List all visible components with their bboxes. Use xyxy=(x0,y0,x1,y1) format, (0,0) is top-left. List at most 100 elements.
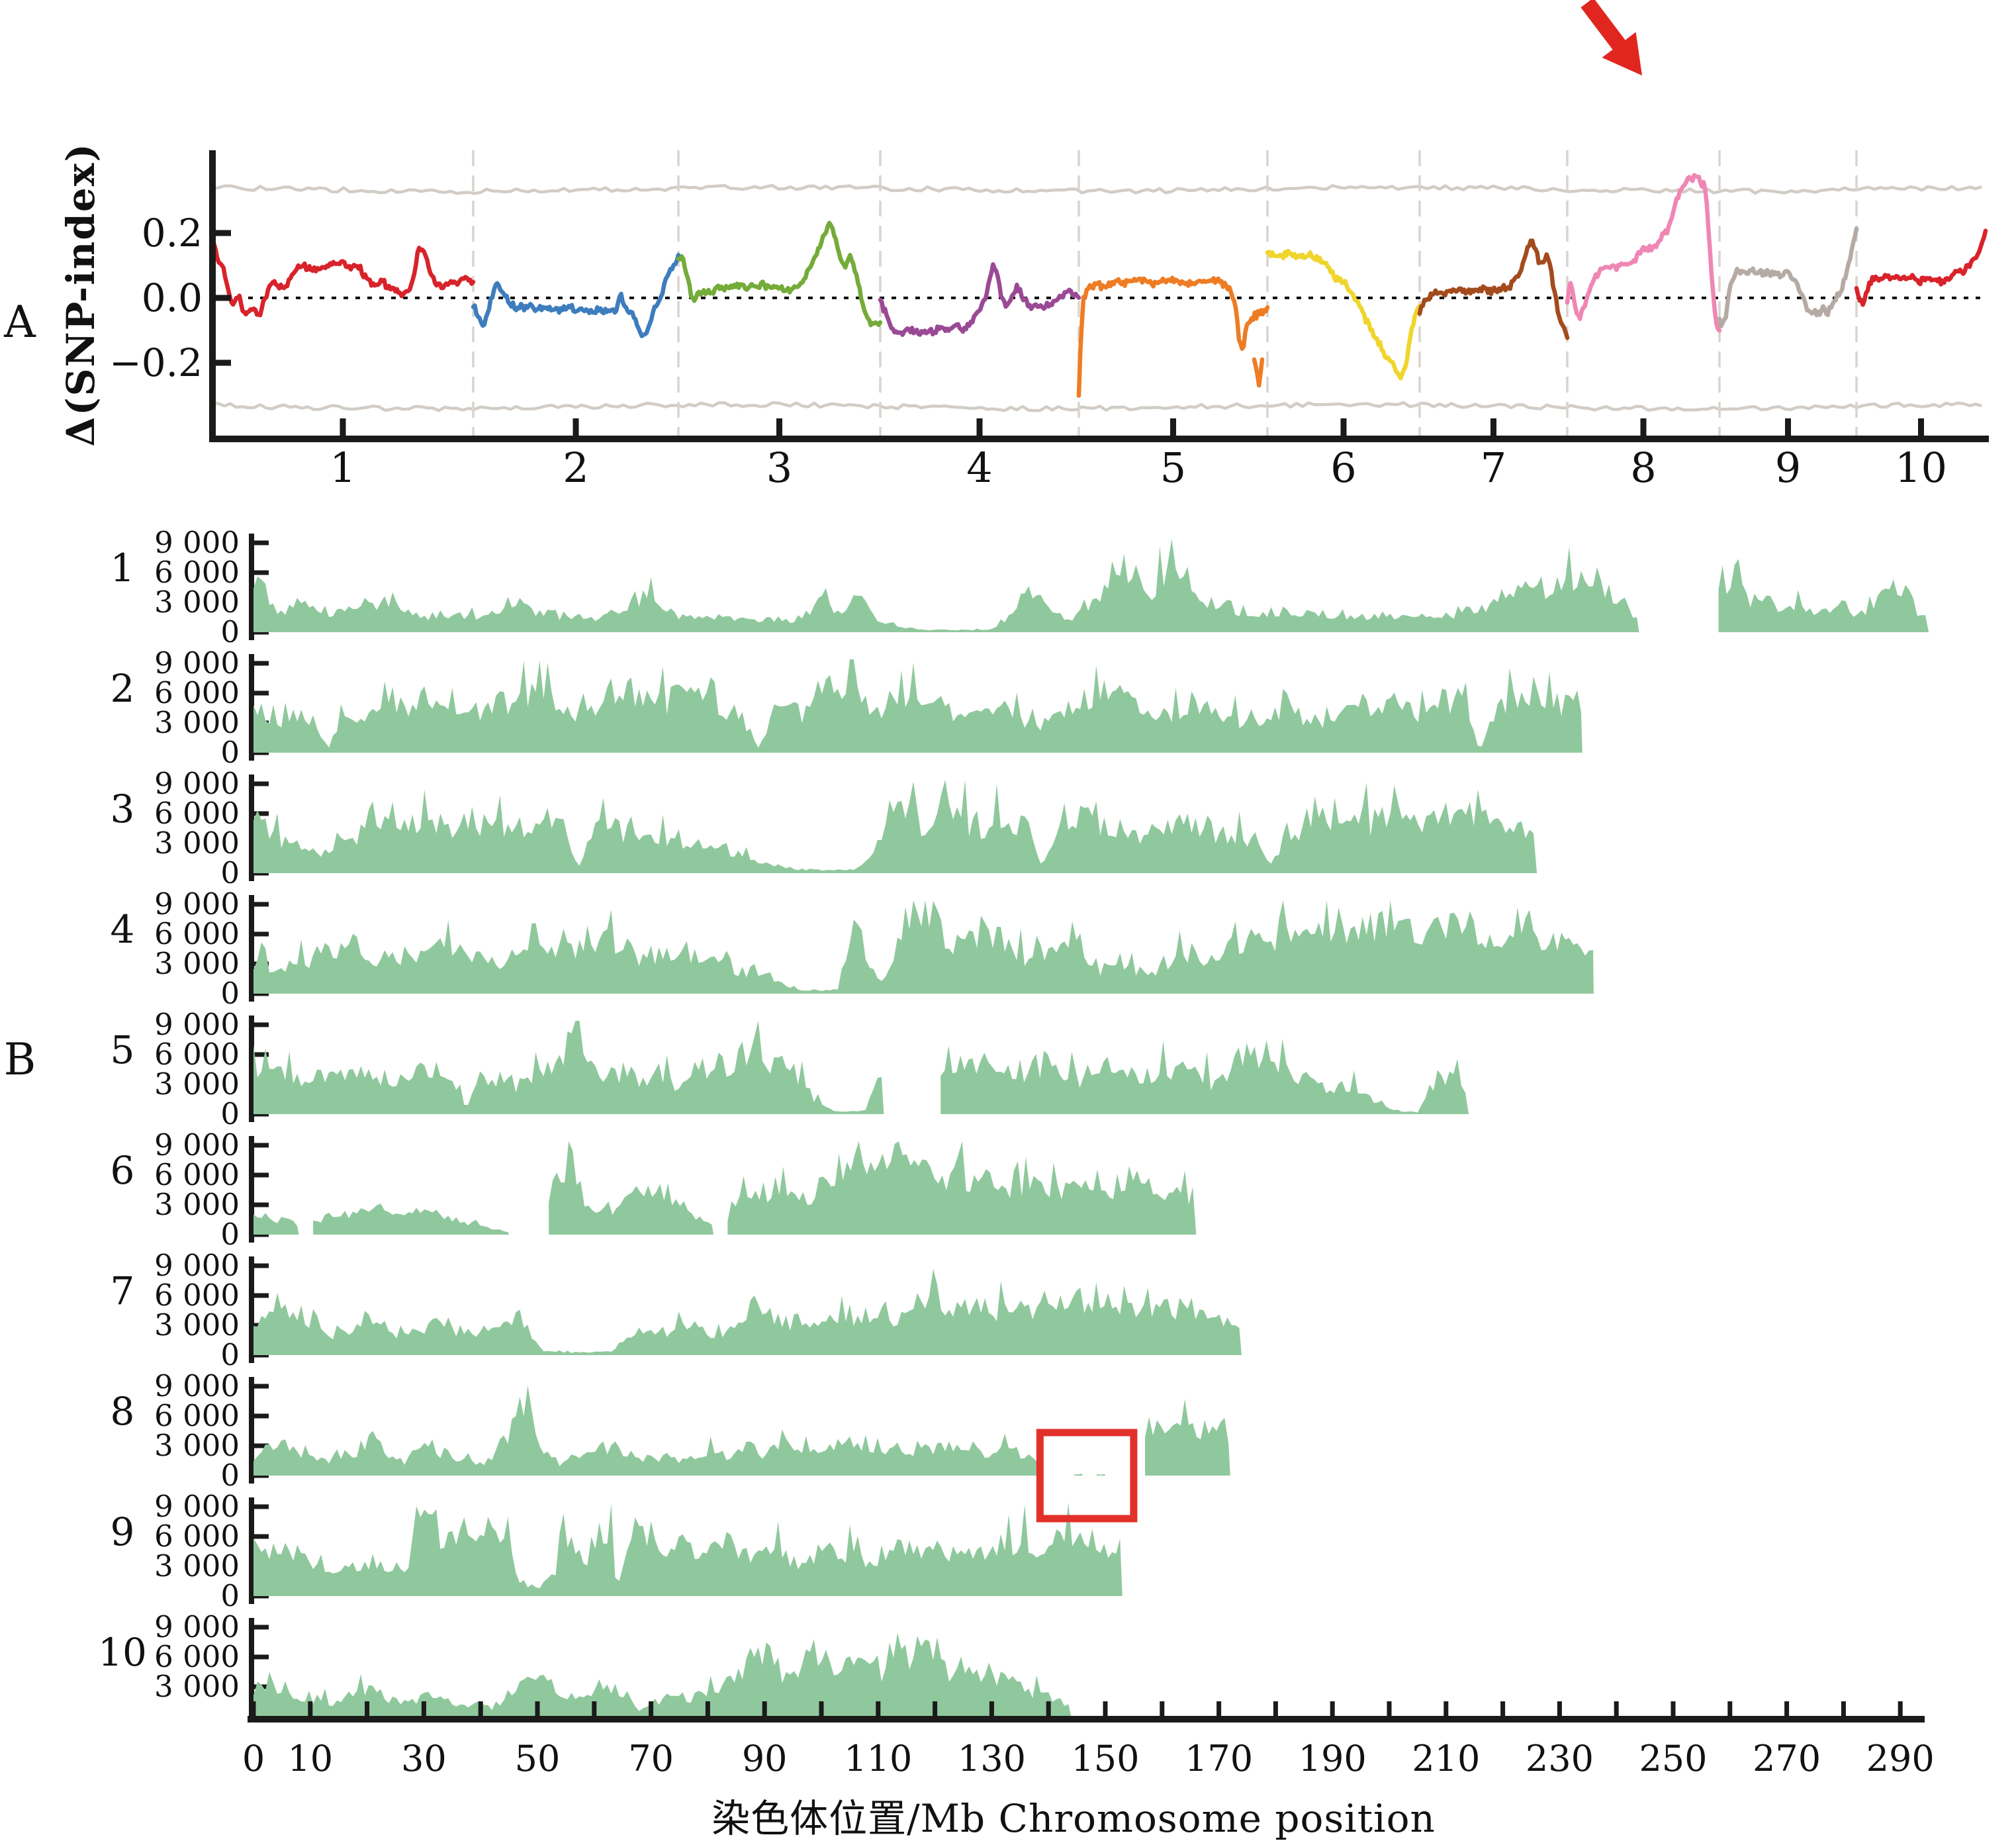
panel-b-x-tick xyxy=(1443,1701,1449,1716)
panel-b-row8-area-segment xyxy=(1145,1399,1230,1476)
panel-a-trace-chr7 xyxy=(1417,238,1570,340)
panel-b-row-number-chr6: 6 xyxy=(111,1148,135,1193)
panel-a-x-tick xyxy=(1785,418,1791,436)
panel-b-row2-y-tick-label: 3 000 xyxy=(154,705,240,740)
panel-b-row5-y-tick-label: 3 000 xyxy=(154,1066,240,1102)
qtl-peak-arrow-icon xyxy=(1581,0,1642,75)
panel-b-row7-y-tick xyxy=(252,1263,269,1268)
panel-a-chromosome-label: 7 xyxy=(1481,444,1506,492)
panel-b-x-tick xyxy=(1898,1701,1903,1716)
panel-b-row6-area-segment xyxy=(549,1141,713,1235)
panel-b-x-tick xyxy=(251,1701,256,1716)
panel-b-x-tick-label: 30 xyxy=(401,1738,447,1779)
panel-a-chromosome-label: 5 xyxy=(1160,444,1186,492)
panel-b-row5-y-tick xyxy=(252,1022,269,1027)
panel-a-confidence-lower-line xyxy=(212,401,1982,412)
panel-b-row5-y-tick-label: 6 000 xyxy=(154,1037,240,1072)
panel-b-row4-y-tick-label: 6 000 xyxy=(154,916,240,951)
panel-b-row-number-chr1: 1 xyxy=(111,545,135,590)
panel-b-row3-y-axis-line xyxy=(249,775,254,881)
panel-a-letter: A xyxy=(4,297,36,348)
panel-b-row6-y-tick xyxy=(252,1172,269,1178)
panel-b-row8-y-tick-label: 3 000 xyxy=(154,1428,240,1463)
panel-b-row8-y-tick-label: 9 000 xyxy=(154,1368,240,1403)
panel-b-row6-area-segment xyxy=(313,1204,510,1235)
panel-b-row7-y-tick-label: 0 xyxy=(220,1337,240,1372)
panel-b-x-tick xyxy=(1727,1701,1733,1716)
panel-b-row10-y-tick-label: 3 000 xyxy=(154,1669,240,1704)
panel-b-row5-y-tick-label: 9 000 xyxy=(154,1007,240,1042)
panel-b-row2-area-segment xyxy=(253,659,1582,753)
panel-b-x-tick xyxy=(933,1701,938,1716)
panel-b-x-tick xyxy=(308,1701,313,1716)
panel-b-letter: B xyxy=(3,1034,36,1085)
panel-a-trace-chr9 xyxy=(1717,226,1859,328)
panel-b-row10-y-tick-label: 9 000 xyxy=(154,1609,240,1644)
panel-b-x-tick xyxy=(1841,1701,1846,1716)
panel-b-row3-y-tick-label: 6 000 xyxy=(154,796,240,831)
panel-b-row2-y-axis-line xyxy=(249,654,254,761)
panel-b-x-tick xyxy=(1046,1701,1051,1716)
panel-b-row7-area-segment xyxy=(253,1268,1242,1355)
panel-b-row6-area-segment xyxy=(253,1213,299,1235)
panel-b-row10-area-segment xyxy=(253,1632,1072,1717)
panel-a-trace-chr5 xyxy=(1076,275,1270,398)
panel-b-x-tick-label: 150 xyxy=(1071,1738,1139,1779)
panel-b-row1-area-segment xyxy=(253,539,1639,632)
panel-b-row6-y-tick-label: 3 000 xyxy=(154,1187,240,1222)
panel-a-x-tick xyxy=(776,418,782,436)
panel-b-row-number-chr5: 5 xyxy=(111,1027,135,1072)
panel-b-row-number-chr4: 4 xyxy=(111,907,135,952)
panel-b-row8-y-tick xyxy=(252,1384,269,1389)
panel-b-x-tick xyxy=(989,1701,994,1716)
panel-b-row2-y-tick-label: 0 xyxy=(220,735,240,770)
panel-a-x-axis-line xyxy=(209,436,1989,442)
panel-b-x-tick xyxy=(1614,1701,1619,1716)
panel-b-row4-y-tick xyxy=(252,902,269,907)
panel-a-chromosome-label: 3 xyxy=(766,444,792,492)
panel-b-row1-y-axis-line xyxy=(249,534,254,640)
panel-b-x-tick-label: 90 xyxy=(742,1738,788,1779)
panel-b-row1-y-tick-label: 0 xyxy=(220,614,240,649)
panel-b-x-tick-label: 230 xyxy=(1526,1738,1594,1779)
panel-b-row3-y-tick-label: 0 xyxy=(220,855,240,890)
panel-b-x-tick-label: 190 xyxy=(1299,1738,1367,1779)
panel-b-row8-y-axis-line xyxy=(249,1377,254,1484)
panel-b-x-tick-label: 0 xyxy=(242,1738,265,1779)
panel-b-x-tick xyxy=(1784,1701,1790,1716)
panel-b-row8-area-segment xyxy=(253,1385,1043,1476)
panel-b-row5-y-tick-label: 0 xyxy=(220,1096,240,1131)
panel-b-row5-area-segment xyxy=(253,1021,884,1114)
panel-b-x-tick xyxy=(1160,1701,1165,1716)
panel-b-row3-y-tick-label: 9 000 xyxy=(154,766,240,801)
panel-b-x-tick-label: 110 xyxy=(844,1738,912,1779)
panel-b-row7-y-tick-label: 3 000 xyxy=(154,1307,240,1343)
panel-b-row6-y-tick-label: 0 xyxy=(220,1217,240,1252)
panel-a-y-tick xyxy=(212,295,231,301)
panel-b-row10-y-tick-label: 6 000 xyxy=(154,1639,240,1674)
panel-b-row10-y-axis-line xyxy=(249,1618,254,1719)
panel-b-row1-y-tick-label: 6 000 xyxy=(154,555,240,590)
panel-a-trace-chr1 xyxy=(210,238,476,318)
panel-a-x-tick xyxy=(573,418,579,436)
panel-b-row2-y-tick xyxy=(252,661,269,666)
panel-b-row9-y-tick-label: 3 000 xyxy=(154,1548,240,1583)
panel-a-trace-chr6 xyxy=(1265,248,1422,381)
panel-b-row7-y-tick-label: 9 000 xyxy=(154,1248,240,1283)
panel-a-y-tick xyxy=(212,230,231,236)
panel-b-row1-y-tick-label: 9 000 xyxy=(154,525,240,560)
panel-b-row8-y-tick-label: 6 000 xyxy=(154,1398,240,1433)
panel-a-chromosome-label: 2 xyxy=(563,444,588,492)
panel-a-x-tick xyxy=(1640,418,1647,436)
panel-b-row1-y-tick xyxy=(252,540,269,545)
panel-b-x-tick xyxy=(762,1701,767,1716)
panel-a-confidence-upper-line xyxy=(212,183,1982,195)
panel-b-x-tick xyxy=(649,1701,654,1716)
panel-b-row-number-chr9: 9 xyxy=(111,1509,135,1554)
panel-a-y-tick xyxy=(212,359,231,366)
panel-a-y-axis-label: Δ(SNP-index) xyxy=(58,142,103,447)
panel-b-row3-y-tick xyxy=(252,781,269,786)
panel-b-x-tick-label: 50 xyxy=(515,1738,561,1779)
panel-b-row3-y-tick xyxy=(252,811,269,816)
